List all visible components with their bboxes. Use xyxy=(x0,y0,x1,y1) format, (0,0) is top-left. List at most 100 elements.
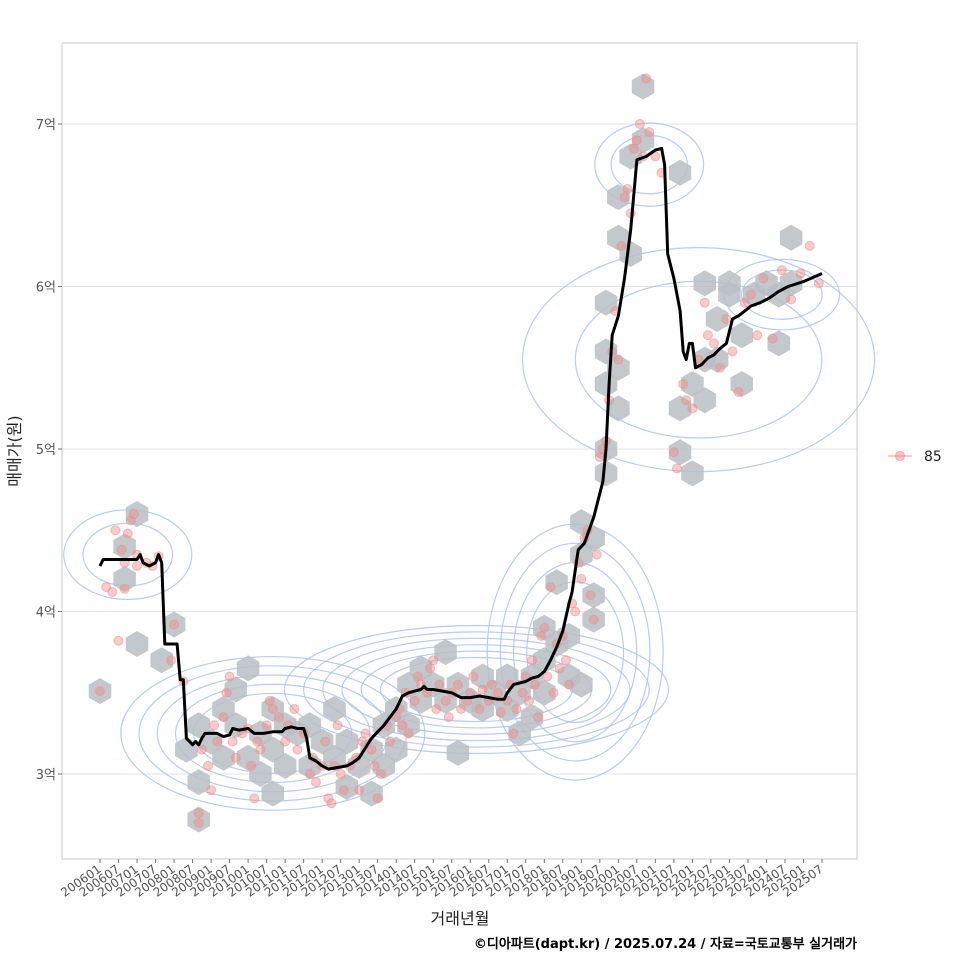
data-point xyxy=(631,135,642,146)
hexbin xyxy=(631,73,655,100)
data-point xyxy=(786,294,797,305)
hexbin xyxy=(668,159,692,186)
data-point xyxy=(699,297,710,308)
legend-marker xyxy=(895,451,905,461)
data-point xyxy=(585,590,596,601)
data-point xyxy=(668,447,679,458)
data-point xyxy=(255,744,266,755)
data-point xyxy=(122,528,133,539)
hexbin xyxy=(668,439,692,466)
data-point xyxy=(715,362,726,373)
data-point xyxy=(261,720,272,731)
data-point xyxy=(588,614,599,625)
hexbin xyxy=(681,371,704,397)
data-point xyxy=(196,744,207,755)
density-contour xyxy=(120,655,426,811)
hexbin xyxy=(607,224,630,251)
data-point xyxy=(678,379,689,389)
hexbin xyxy=(730,371,753,397)
hexbin xyxy=(570,509,593,536)
hexbin xyxy=(162,611,186,638)
data-point xyxy=(468,671,479,682)
data-point xyxy=(548,687,559,698)
data-point xyxy=(563,679,574,690)
hexbin xyxy=(446,739,470,766)
hexbin xyxy=(261,696,284,722)
hexbin xyxy=(767,330,791,357)
density-contour xyxy=(283,624,670,755)
hexbin xyxy=(471,696,494,722)
data-point xyxy=(385,736,396,747)
hexbin xyxy=(496,696,519,722)
data-point xyxy=(591,549,602,560)
data-point xyxy=(687,403,698,414)
data-point xyxy=(212,736,223,747)
hexbin xyxy=(533,614,556,641)
data-point xyxy=(292,744,303,755)
hexbin xyxy=(249,761,272,787)
hexbin xyxy=(434,639,457,666)
data-points xyxy=(95,73,824,828)
data-point xyxy=(403,728,414,739)
y-tick-label: 6억 xyxy=(36,281,56,296)
trend-line-path xyxy=(98,146,823,771)
data-point xyxy=(486,679,497,690)
data-point xyxy=(372,793,383,804)
hexbin xyxy=(607,395,630,422)
panel-border xyxy=(61,42,858,860)
data-point xyxy=(634,119,645,129)
data-point xyxy=(360,728,371,739)
hexbin xyxy=(372,752,396,779)
hexbin xyxy=(347,752,371,779)
hexbin xyxy=(335,728,359,755)
hexbin xyxy=(619,241,642,267)
data-point xyxy=(681,395,692,406)
data-point xyxy=(193,808,204,818)
hexbin xyxy=(533,647,556,674)
data-point xyxy=(110,525,121,536)
data-point xyxy=(431,704,442,714)
legend-label: 85 xyxy=(924,449,942,465)
data-point xyxy=(323,793,334,804)
data-point xyxy=(517,687,528,698)
hexbin xyxy=(88,678,112,705)
data-point xyxy=(622,184,633,194)
data-point xyxy=(169,619,180,630)
data-point xyxy=(165,655,176,666)
data-point xyxy=(227,736,238,747)
data-point xyxy=(221,687,232,698)
data-point xyxy=(746,289,757,300)
data-point xyxy=(116,544,127,555)
data-point xyxy=(767,333,778,344)
y-axis-title: 매매가(원) xyxy=(5,415,24,486)
density-contour xyxy=(740,269,823,320)
caption: ©디아파트(dapt.kr) / 2025.07.24 / 자료=국토교통부 실… xyxy=(474,936,857,952)
data-point xyxy=(369,760,380,771)
data-point xyxy=(443,712,454,723)
hexbin xyxy=(594,289,618,316)
data-point xyxy=(273,712,284,723)
hexbin xyxy=(446,671,470,698)
data-point xyxy=(813,278,824,289)
data-point xyxy=(721,314,732,324)
hexbin xyxy=(594,371,618,397)
hexbin xyxy=(310,728,334,755)
trend-line xyxy=(98,146,823,771)
hexbin xyxy=(212,744,235,771)
data-point xyxy=(132,561,143,571)
data-point xyxy=(758,273,769,284)
data-point xyxy=(530,679,541,690)
hexbin xyxy=(582,606,605,633)
data-point xyxy=(267,704,278,714)
data-point xyxy=(533,712,544,723)
hexbin xyxy=(520,663,544,690)
data-point xyxy=(650,151,661,162)
hexbin xyxy=(125,501,149,527)
data-point xyxy=(496,707,507,718)
hexbin xyxy=(705,346,729,373)
data-point xyxy=(428,655,439,666)
hexbin xyxy=(718,270,741,297)
hexbin xyxy=(384,736,408,763)
data-point xyxy=(456,704,466,714)
